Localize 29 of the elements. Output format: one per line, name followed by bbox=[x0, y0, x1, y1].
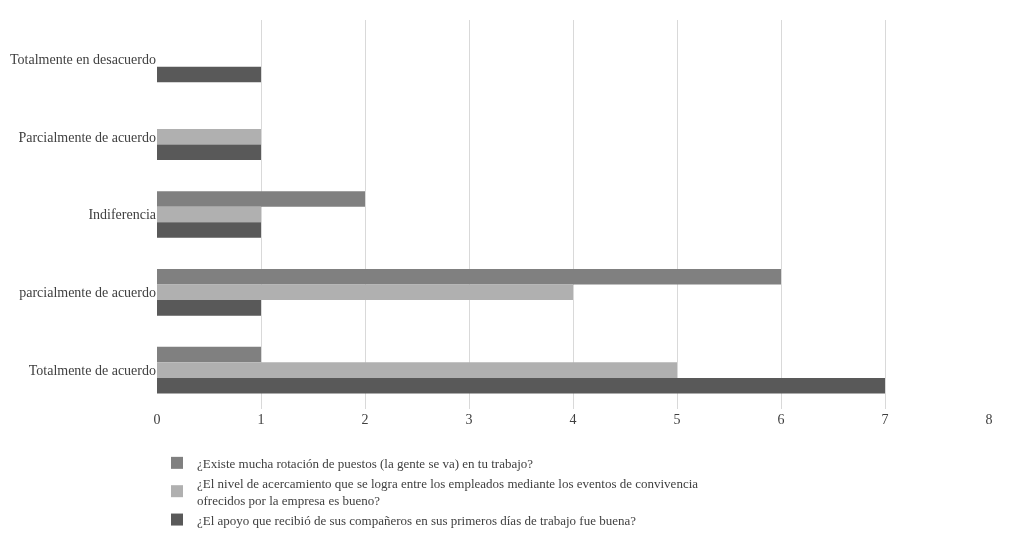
bar bbox=[157, 128, 261, 145]
y-tick-label: Totalmente de acuerdo bbox=[28, 363, 156, 378]
legend-label: ¿El nivel de acercamiento que se logra entre los empleados mediante los eventos de convivencia ofrecidos por la empresa es bueno? bbox=[197, 475, 699, 508]
x-tick-label: 3 bbox=[465, 412, 473, 427]
x-tick-label: 2 bbox=[361, 412, 369, 427]
bar bbox=[157, 268, 781, 285]
y-tick-label: Indiferencia bbox=[88, 207, 157, 223]
x-tick-label: 7 bbox=[881, 412, 889, 427]
y-tick-label: Parcialmente de acuerdo bbox=[18, 129, 156, 145]
legend-label: ¿El apoyo que recibió de sus compañeros en sus primeros días de trabajo fue buena? bbox=[197, 512, 637, 528]
bar bbox=[157, 144, 261, 161]
bar bbox=[157, 66, 261, 83]
bar bbox=[157, 346, 261, 363]
bar bbox=[157, 377, 885, 394]
y-tick-label: Totalmente en desacuerdo bbox=[10, 51, 156, 67]
x-tick-label: 8 bbox=[985, 412, 993, 427]
y-tick-label: parcialmente de acuerdo bbox=[19, 285, 156, 301]
legend-label: ¿Existe mucha rotación de puestos (la gente se va) en tu trabajo? bbox=[197, 455, 534, 471]
bar bbox=[157, 206, 261, 223]
x-tick-label: 4 bbox=[569, 412, 577, 427]
x-tick-label: 1 bbox=[257, 412, 265, 427]
bar bbox=[157, 284, 573, 301]
bar bbox=[157, 222, 261, 238]
bar bbox=[157, 300, 261, 316]
x-tick-label: 0 bbox=[153, 412, 161, 427]
x-tick-label: 5 bbox=[673, 412, 681, 427]
bar bbox=[157, 362, 677, 378]
bar bbox=[157, 191, 365, 207]
x-tick-label: 6 bbox=[777, 412, 785, 427]
